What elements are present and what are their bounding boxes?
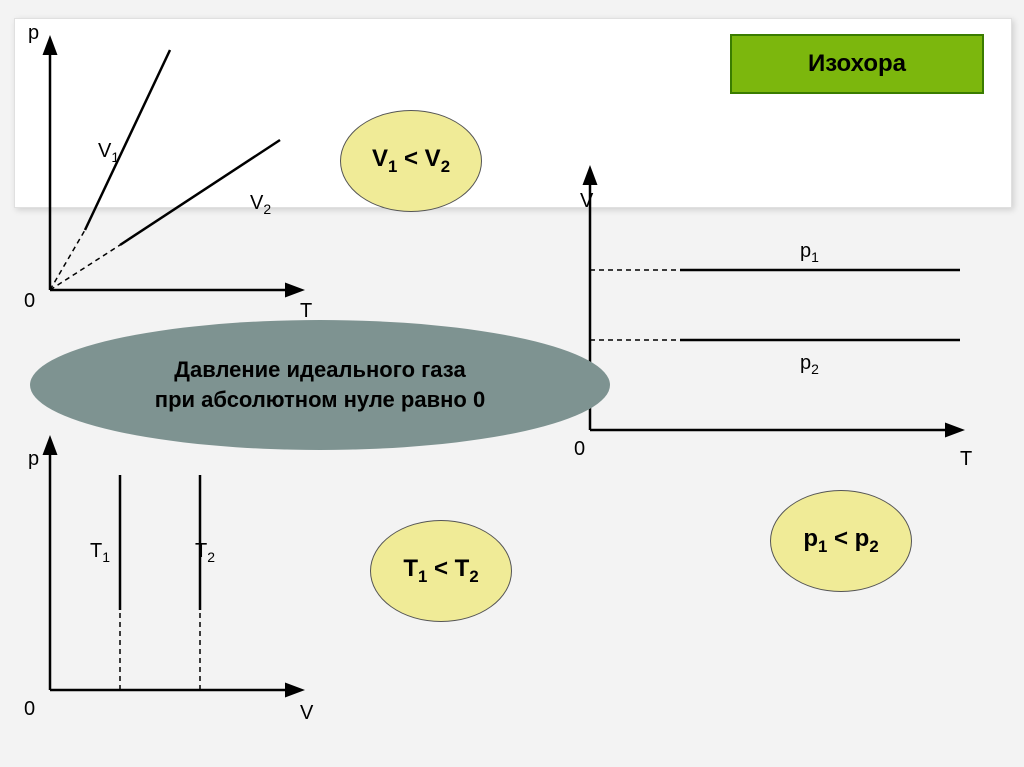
stage: Изохора p T 0 V1 V2 V T 0 p1 p2: [0, 0, 1024, 767]
main-statement-line1: Давление идеального газа: [174, 357, 465, 382]
chart-p-T: [20, 30, 320, 320]
chart-VT-origin: 0: [574, 438, 585, 461]
chart-VT-p2-label: p2: [800, 352, 819, 377]
chart-pT-V1-label: V1: [98, 140, 119, 165]
chart-pT-V2-label: V2: [250, 192, 271, 217]
main-statement-ellipse: Давление идеального газа при абсолютном …: [30, 320, 610, 450]
bubble-p1-lt-p2: p1 < p2: [770, 490, 912, 592]
bubble-T-text: T1 < T2: [403, 555, 478, 587]
chart-VT-p1-label: p1: [800, 240, 819, 265]
chart-pV-origin: 0: [24, 698, 35, 721]
main-statement-line2: при абсолютном нуле равно 0: [155, 387, 485, 412]
chart-VT-xlabel: T: [960, 448, 972, 471]
chart-pV-T1-label: T1: [90, 540, 110, 565]
chart-p-V: [20, 430, 320, 720]
chart-VT-ylabel: V: [580, 190, 593, 213]
main-statement-text: Давление идеального газа при абсолютном …: [155, 355, 485, 414]
chart-pT-origin: 0: [24, 290, 35, 313]
bubble-V1-lt-V2: V1 < V2: [340, 110, 482, 212]
chart-pV-ylabel: p: [28, 448, 39, 471]
title-text: Изохора: [808, 50, 906, 78]
chart-V-T: [560, 160, 980, 460]
bubble-T1-lt-T2: T1 < T2: [370, 520, 512, 622]
bubble-p-text: p1 < p2: [803, 525, 878, 557]
bubble-V-text: V1 < V2: [372, 145, 450, 177]
chart-pT-ylabel: p: [28, 22, 39, 45]
title-isochore: Изохора: [730, 34, 984, 94]
chart-pV-xlabel: V: [300, 702, 313, 725]
chart-pV-T2-label: T2: [195, 540, 215, 565]
